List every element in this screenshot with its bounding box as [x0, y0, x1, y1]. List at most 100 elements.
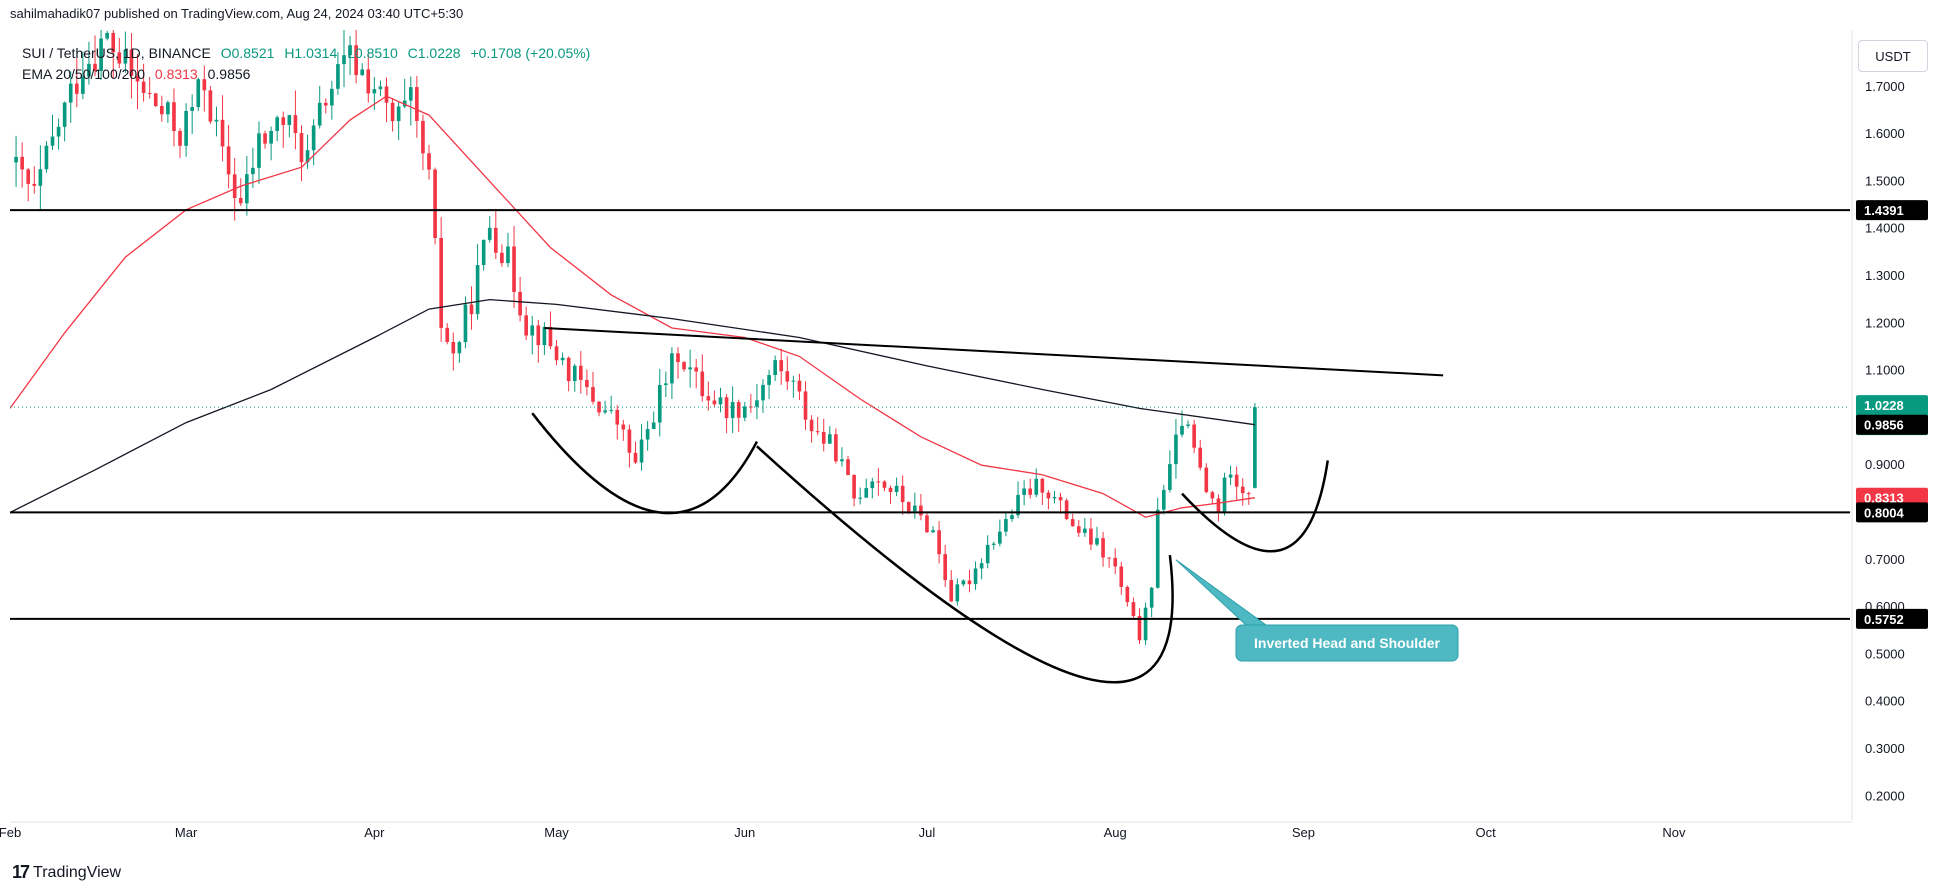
price-label-text: 0.9856	[1864, 418, 1904, 433]
candle-body	[1076, 526, 1081, 533]
price-label-text: 1.0228	[1864, 398, 1904, 413]
tradingview-wordmark: TradingView	[33, 863, 122, 881]
candle-body	[694, 367, 699, 372]
candle-body	[591, 387, 595, 402]
candle-body	[378, 86, 383, 90]
candle-body	[548, 326, 553, 347]
currency-button[interactable]: USDT	[1858, 40, 1928, 72]
candle-body	[1204, 467, 1209, 493]
close-value: C1.0228	[407, 45, 461, 61]
candle-body	[858, 497, 862, 499]
x-tick-label: Jul	[919, 825, 936, 840]
candle-body	[1119, 566, 1124, 587]
candle-body	[518, 291, 522, 316]
candle-body	[821, 432, 826, 444]
candle-body	[852, 475, 856, 499]
candle-body	[943, 554, 948, 581]
annotation-text: Inverted Head and Shoulder	[1254, 635, 1440, 651]
candle-body	[1253, 407, 1257, 488]
candle-body	[846, 459, 850, 476]
candle-body	[937, 530, 941, 555]
candle-body	[919, 505, 923, 516]
symbol-label[interactable]: SUI / TetherUS, 1D, BINANCE	[22, 45, 211, 61]
ema50-value: 0.8313	[154, 66, 198, 82]
candle-body	[1198, 447, 1203, 468]
candle-body	[894, 485, 899, 493]
pattern-drawings	[531, 327, 1444, 684]
left-shoulder-curve	[531, 412, 759, 515]
candle-body	[245, 174, 249, 204]
x-tick-label: Apr	[364, 825, 385, 840]
candle-body	[864, 488, 869, 498]
candle-body	[931, 530, 935, 533]
candle-body	[390, 102, 395, 122]
price-label-text: 0.8313	[1864, 491, 1904, 506]
candle-body	[888, 487, 893, 493]
candle-body	[736, 402, 741, 418]
y-tick-label: 1.4000	[1865, 221, 1905, 236]
candle-body	[354, 45, 358, 76]
candle-body	[1034, 478, 1039, 495]
candle-body	[500, 252, 504, 264]
candle-body	[232, 174, 237, 199]
candle-body	[554, 346, 559, 361]
candle-body	[317, 102, 322, 126]
candle-body	[451, 341, 456, 354]
candle-body	[803, 391, 808, 420]
change-value: +0.1708 (+20.05%)	[470, 45, 591, 61]
candle-body	[299, 133, 304, 163]
candle-body	[742, 406, 747, 418]
candle-body	[912, 505, 917, 512]
y-tick-label: 0.7000	[1865, 552, 1905, 567]
candle-body	[585, 379, 589, 388]
candle-body	[202, 79, 207, 91]
candle-body	[372, 89, 377, 94]
candle-body	[579, 365, 583, 380]
candle-body	[402, 100, 407, 107]
candle-body	[1228, 474, 1233, 478]
candle-body	[773, 360, 777, 376]
x-tick-label: Mar	[175, 825, 198, 840]
x-tick-label: Jun	[734, 825, 755, 840]
candle-body	[639, 439, 644, 463]
candle-body	[524, 315, 528, 336]
price-labels: 1.43911.022801:49:060.98560.83130.80040.…	[1856, 200, 1928, 629]
candle-body	[238, 198, 243, 204]
x-tick-label: Feb	[0, 825, 21, 840]
price-label-text: 0.5752	[1864, 612, 1904, 627]
candle-body	[882, 481, 887, 488]
candle-body	[506, 246, 510, 264]
candle-body	[457, 342, 462, 354]
candle-body	[251, 167, 255, 175]
y-tick-label: 0.2000	[1865, 788, 1905, 803]
candle-body	[906, 502, 911, 512]
candle-body	[797, 380, 802, 392]
candle-body	[1234, 474, 1239, 487]
candle-body	[336, 64, 340, 89]
ema200-value: 0.9856	[207, 66, 251, 82]
tradingview-logo[interactable]: 17 TradingView	[12, 862, 121, 883]
candle-body	[38, 169, 43, 186]
tradingview-logo-icon: 17	[12, 862, 30, 882]
candle-body	[1016, 494, 1020, 516]
ema-label[interactable]: EMA 20/50/100/200	[22, 66, 145, 82]
candle-body	[26, 169, 31, 184]
candle-body	[427, 153, 431, 170]
x-tick-label: May	[544, 825, 569, 840]
candle-body	[657, 385, 662, 423]
candle-body	[141, 81, 146, 93]
candle-body	[1192, 424, 1196, 448]
candle-body	[876, 481, 881, 483]
publisher-line: sahilmahadik07 published on TradingView.…	[10, 6, 464, 21]
candle-body	[700, 371, 705, 397]
candle-body	[991, 543, 996, 545]
candle-body	[408, 87, 413, 101]
candle-body	[1222, 477, 1227, 513]
candle-body	[712, 400, 717, 405]
candle-body	[56, 126, 61, 137]
candle-body	[870, 481, 875, 489]
y-tick-label: 1.5000	[1865, 173, 1905, 188]
candle-body	[1161, 489, 1166, 510]
neckline-trendline	[544, 327, 1444, 377]
